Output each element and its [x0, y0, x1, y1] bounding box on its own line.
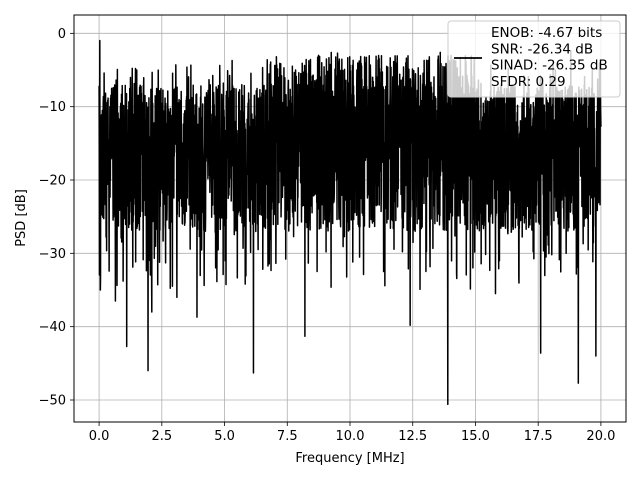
- y-tick-label: −30: [39, 247, 66, 262]
- legend-entry: SINAD: -26.35 dB: [491, 58, 608, 74]
- psd-series-line: [98, 39, 602, 406]
- x-axis: 0.0 2.5 5.0 7.5 10.0 12.5 15.0 17.5 20.0: [89, 422, 615, 444]
- y-axis-label: PSD [dB]: [14, 189, 29, 247]
- y-tick-label: −10: [39, 100, 66, 115]
- x-tick-label: 7.5: [277, 429, 298, 444]
- x-tick-label: 12.5: [398, 429, 427, 444]
- legend-entry: SFDR: 0.29: [491, 74, 566, 90]
- y-tick-label: −20: [39, 174, 66, 189]
- legend-entry: SNR: -26.34 dB: [491, 41, 593, 57]
- legend-box: [447, 20, 621, 98]
- series-group: [98, 39, 602, 406]
- y-tick-label: −40: [39, 320, 66, 335]
- x-tick-label: 20.0: [586, 429, 615, 444]
- x-axis-label: Frequency [MHz]: [295, 451, 404, 466]
- legend-entry: ENOB: -4.67 bits: [491, 25, 602, 41]
- y-axis: 0 −10 −20 −30 −40 −50: [39, 27, 74, 409]
- x-tick-label: 5.0: [214, 429, 235, 444]
- y-tick-label: −50: [39, 394, 66, 409]
- x-tick-label: 2.5: [151, 429, 172, 444]
- x-tick-label: 17.5: [524, 429, 553, 444]
- x-tick-label: 10.0: [336, 429, 365, 444]
- x-tick-label: 0.0: [89, 429, 110, 444]
- x-tick-label: 15.0: [461, 429, 490, 444]
- y-tick-label: 0: [58, 27, 66, 42]
